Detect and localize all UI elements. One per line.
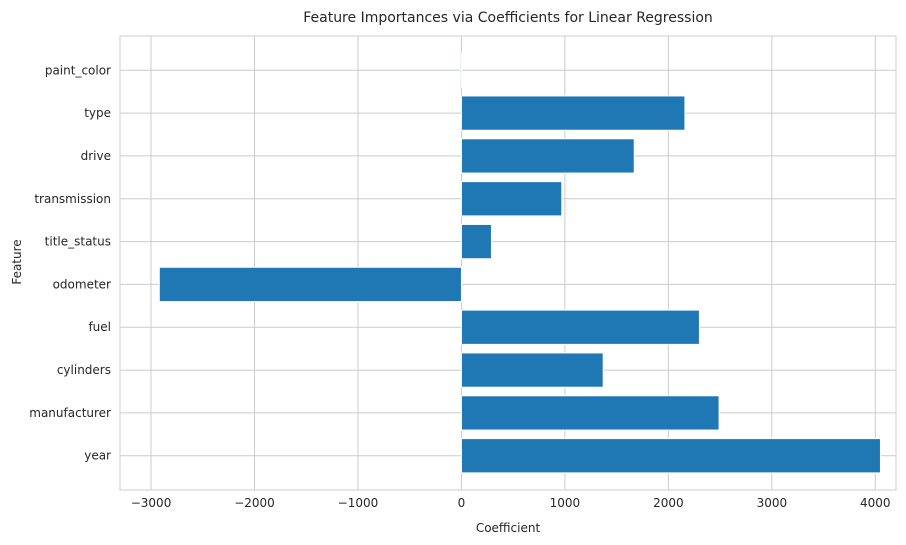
x-tick-label: 4000 bbox=[860, 496, 891, 510]
chart-title: Feature Importances via Coefficients for… bbox=[303, 10, 713, 26]
y-tick-labels: year manufacturer cylinders fuel odometer tit… bbox=[29, 63, 111, 462]
x-tick-label: 3000 bbox=[757, 496, 788, 510]
bar-type bbox=[460, 95, 686, 131]
x-tick-label: 0 bbox=[458, 496, 466, 510]
y-tick-label: year bbox=[84, 449, 111, 463]
x-axis-label: Coefficient bbox=[476, 521, 541, 535]
y-tick-label: fuel bbox=[88, 320, 111, 334]
bars bbox=[158, 52, 881, 474]
y-tick-label: cylinders bbox=[57, 363, 111, 377]
bar-title-status bbox=[460, 223, 492, 260]
y-tick-label: drive bbox=[81, 149, 111, 163]
bar-paint-color bbox=[459, 52, 462, 88]
plot-frame bbox=[119, 35, 897, 491]
bar-odometer bbox=[158, 266, 462, 303]
x-tick-labels: −3000 −2000 −1000 0 1000 2000 3000 4000 bbox=[131, 496, 891, 510]
y-axis-label: Feature bbox=[10, 239, 24, 284]
x-tick-label: 2000 bbox=[653, 496, 684, 510]
x-tick-label: −1000 bbox=[338, 496, 379, 510]
bar-manufacturer bbox=[460, 395, 720, 431]
y-tick-label: paint_color bbox=[45, 63, 111, 77]
plot-border bbox=[119, 35, 897, 491]
bar-year bbox=[460, 438, 881, 474]
bar-drive bbox=[460, 138, 635, 174]
y-tick-label: title_status bbox=[45, 235, 111, 249]
y-tick-label: manufacturer bbox=[29, 406, 111, 420]
x-tick-label: −3000 bbox=[131, 496, 172, 510]
y-tick-label: transmission bbox=[34, 192, 111, 206]
y-tick-label: type bbox=[84, 106, 111, 120]
bar-fuel bbox=[460, 309, 700, 345]
bar-cylinders bbox=[460, 352, 604, 388]
x-tick-label: 1000 bbox=[550, 496, 581, 510]
x-tick-label: −2000 bbox=[234, 496, 275, 510]
bar-transmission bbox=[460, 181, 563, 217]
y-tick-label: odometer bbox=[53, 277, 111, 291]
